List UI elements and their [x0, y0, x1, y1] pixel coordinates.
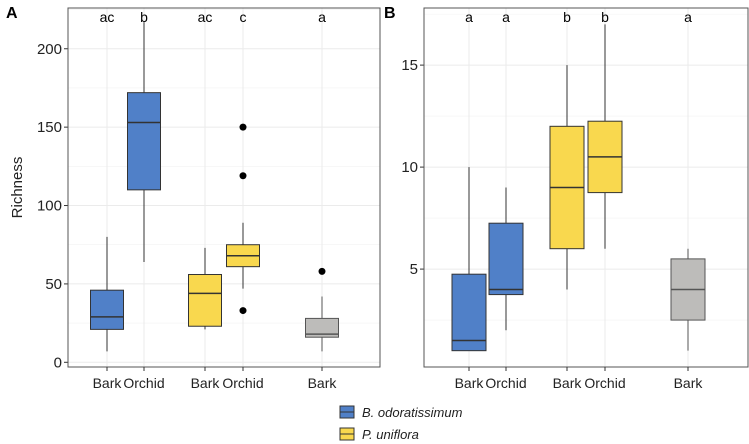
outlier-point [318, 267, 326, 275]
x-tick-label: Orchid [123, 375, 164, 391]
significance-letter: ac [198, 9, 213, 25]
box [90, 289, 124, 330]
significance-letter: ac [100, 9, 115, 25]
significance-letter: b [563, 9, 571, 25]
box [488, 222, 524, 296]
x-tick-label: Orchid [584, 375, 625, 391]
x-tick-label: Orchid [222, 375, 263, 391]
panel-label: A [6, 5, 18, 22]
significance-letter: a [502, 9, 510, 25]
x-tick-label: Bark [553, 375, 583, 391]
box [188, 274, 222, 327]
x-tick-label: Bark [191, 375, 221, 391]
panel-border [423, 7, 749, 368]
y-tick-label: 10 [401, 159, 418, 176]
x-tick-label: Bark [455, 375, 485, 391]
y-tick-label: 50 [45, 276, 62, 293]
box [305, 317, 339, 338]
legend-label: P. uniflora [362, 427, 419, 442]
significance-letter: c [240, 9, 247, 25]
y-tick-label: 0 [54, 354, 62, 371]
y-tick-label: 200 [37, 41, 62, 58]
outlier-point [239, 307, 247, 315]
significance-letter: a [465, 9, 473, 25]
box [451, 273, 487, 352]
outlier-point [239, 172, 247, 180]
x-tick-label: Bark [308, 375, 338, 391]
box [127, 92, 161, 191]
panel-label: B [384, 5, 396, 22]
panel-border [67, 7, 381, 368]
significance-letter: b [140, 9, 148, 25]
significance-letter: a [318, 9, 326, 25]
outlier-point [239, 123, 247, 131]
legend-label: B. odoratissimum [362, 405, 463, 420]
x-tick-label: Bark [93, 375, 123, 391]
significance-letter: b [601, 9, 609, 25]
y-tick-label: 5 [410, 261, 418, 278]
significance-letter: a [684, 9, 692, 25]
x-tick-label: Orchid [485, 375, 526, 391]
x-tick-label: Bark [674, 375, 704, 391]
y-axis-label: Richness [9, 157, 26, 219]
y-tick-label: 150 [37, 119, 62, 136]
y-tick-label: 100 [37, 198, 62, 215]
y-tick-label: 15 [401, 57, 418, 74]
